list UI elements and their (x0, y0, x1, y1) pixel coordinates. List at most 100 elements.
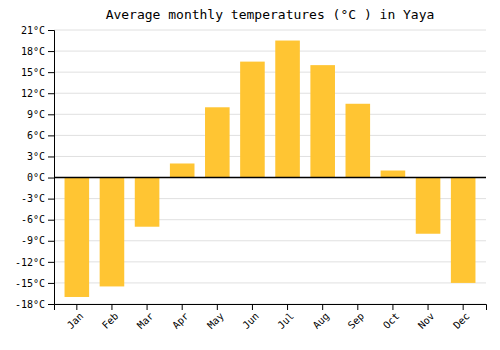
tick: -12°C (15, 257, 54, 268)
tick-label: May (205, 310, 226, 331)
tick-mark (48, 156, 54, 157)
tick-mark (48, 199, 54, 200)
bar (240, 62, 265, 178)
tick-mark (147, 304, 148, 310)
tick: Mar (135, 304, 156, 331)
tick-mark (48, 283, 54, 284)
tick: May (205, 304, 226, 331)
grid-line (54, 72, 486, 73)
tick-mark (287, 304, 288, 310)
tick-mark (322, 304, 323, 310)
tick-label: Feb (100, 310, 121, 331)
tick-label: -12°C (15, 257, 45, 268)
tick-label: -9°C (21, 235, 45, 246)
tick: 21°C (21, 25, 54, 36)
chart: -18°C -15°C -12°C -9°C -6°C -3°C 0°C 3°C 6°C 9°C 1… (0, 0, 500, 350)
tick-label: 9°C (27, 109, 45, 120)
tick-mark (48, 30, 54, 31)
tick: Apr (170, 304, 191, 331)
tick: -15°C (15, 278, 54, 289)
tick-mark (48, 135, 54, 136)
tick-label: Oct (381, 310, 402, 331)
tick: -18°C (15, 299, 54, 310)
tick-label: 18°C (21, 46, 45, 57)
bar (170, 163, 195, 177)
tick-label: Aug (311, 310, 332, 331)
plot: -18°C -15°C -12°C -9°C -6°C -3°C 0°C 3°C 6°C 9°C 1… (15, 25, 487, 331)
tick-mark (48, 114, 54, 115)
grid (54, 30, 486, 304)
tick: Sep (346, 304, 367, 331)
grid-line (54, 135, 486, 136)
tick: Jan (65, 304, 86, 331)
bar (100, 178, 125, 287)
bar (346, 104, 371, 178)
tick-label: 0°C (27, 172, 45, 183)
tick-label: Dec (451, 310, 472, 331)
tick-mark (48, 93, 54, 94)
tick-label: 21°C (21, 25, 45, 36)
tick: Nov (416, 304, 437, 331)
tick: Oct (381, 304, 402, 331)
tick: 15°C (21, 67, 54, 78)
x-axis: Jan Feb Mar Apr May Jun Jul Aug Sep Oct Nov Dec (55, 304, 487, 331)
bar (65, 178, 90, 297)
tick-mark (252, 304, 253, 310)
tick: Feb (100, 304, 121, 331)
tick-label: -18°C (15, 299, 45, 310)
tick-label: 3°C (27, 151, 45, 162)
tick-label: Apr (170, 310, 191, 331)
tick-mark (111, 304, 112, 310)
tick: 9°C (27, 109, 54, 120)
tick-label: Mar (135, 310, 156, 331)
tick-mark (357, 304, 358, 310)
grid-line (54, 177, 486, 178)
tick-label: -6°C (21, 214, 45, 225)
tick-mark (428, 304, 429, 310)
tick: Jul (275, 304, 296, 331)
tick-mark (48, 262, 54, 263)
title: Average monthly temperatures (°C ) in Ya… (106, 7, 435, 22)
tick-mark (217, 304, 218, 310)
bar (135, 178, 160, 227)
tick: 3°C (27, 151, 54, 162)
tick-mark (48, 241, 54, 242)
tick-mark (48, 304, 54, 305)
tick: Dec (451, 304, 472, 331)
tick-label: 12°C (21, 88, 45, 99)
tick-label: -3°C (21, 193, 45, 204)
tick-label: -15°C (15, 278, 45, 289)
tick-label: Sep (346, 310, 367, 331)
tick: 18°C (21, 46, 54, 57)
tick: -9°C (21, 235, 54, 246)
tick: -6°C (21, 214, 54, 225)
tick-label: Jun (240, 310, 261, 331)
grid-line (54, 156, 486, 157)
tick-label: Nov (416, 310, 437, 331)
tick-label: 6°C (27, 130, 45, 141)
tick-label: 15°C (21, 67, 45, 78)
tick-label: Jul (275, 310, 296, 331)
tick-mark (76, 304, 77, 310)
bar (416, 178, 441, 234)
tick: Aug (311, 304, 332, 331)
tick-mark (48, 220, 54, 221)
tick: 12°C (21, 88, 54, 99)
tick-label: Jan (65, 310, 86, 331)
bar (451, 178, 476, 283)
tick-mark (182, 304, 183, 310)
grid-line (54, 93, 486, 94)
grid-line (54, 114, 486, 115)
grid-line (54, 30, 486, 31)
y-axis: -18°C -15°C -12°C -9°C -6°C -3°C 0°C 3°C 6°C 9°C 1… (15, 25, 55, 310)
tick: 0°C (27, 172, 54, 183)
tick-mark (463, 304, 464, 310)
tick: -3°C (21, 193, 54, 204)
tick: Jun (240, 304, 261, 331)
zero-line (54, 177, 486, 179)
bar (310, 65, 335, 177)
axis-domain (55, 305, 487, 311)
bar (275, 41, 300, 178)
tick-mark (48, 178, 54, 179)
tick-mark (48, 51, 54, 52)
